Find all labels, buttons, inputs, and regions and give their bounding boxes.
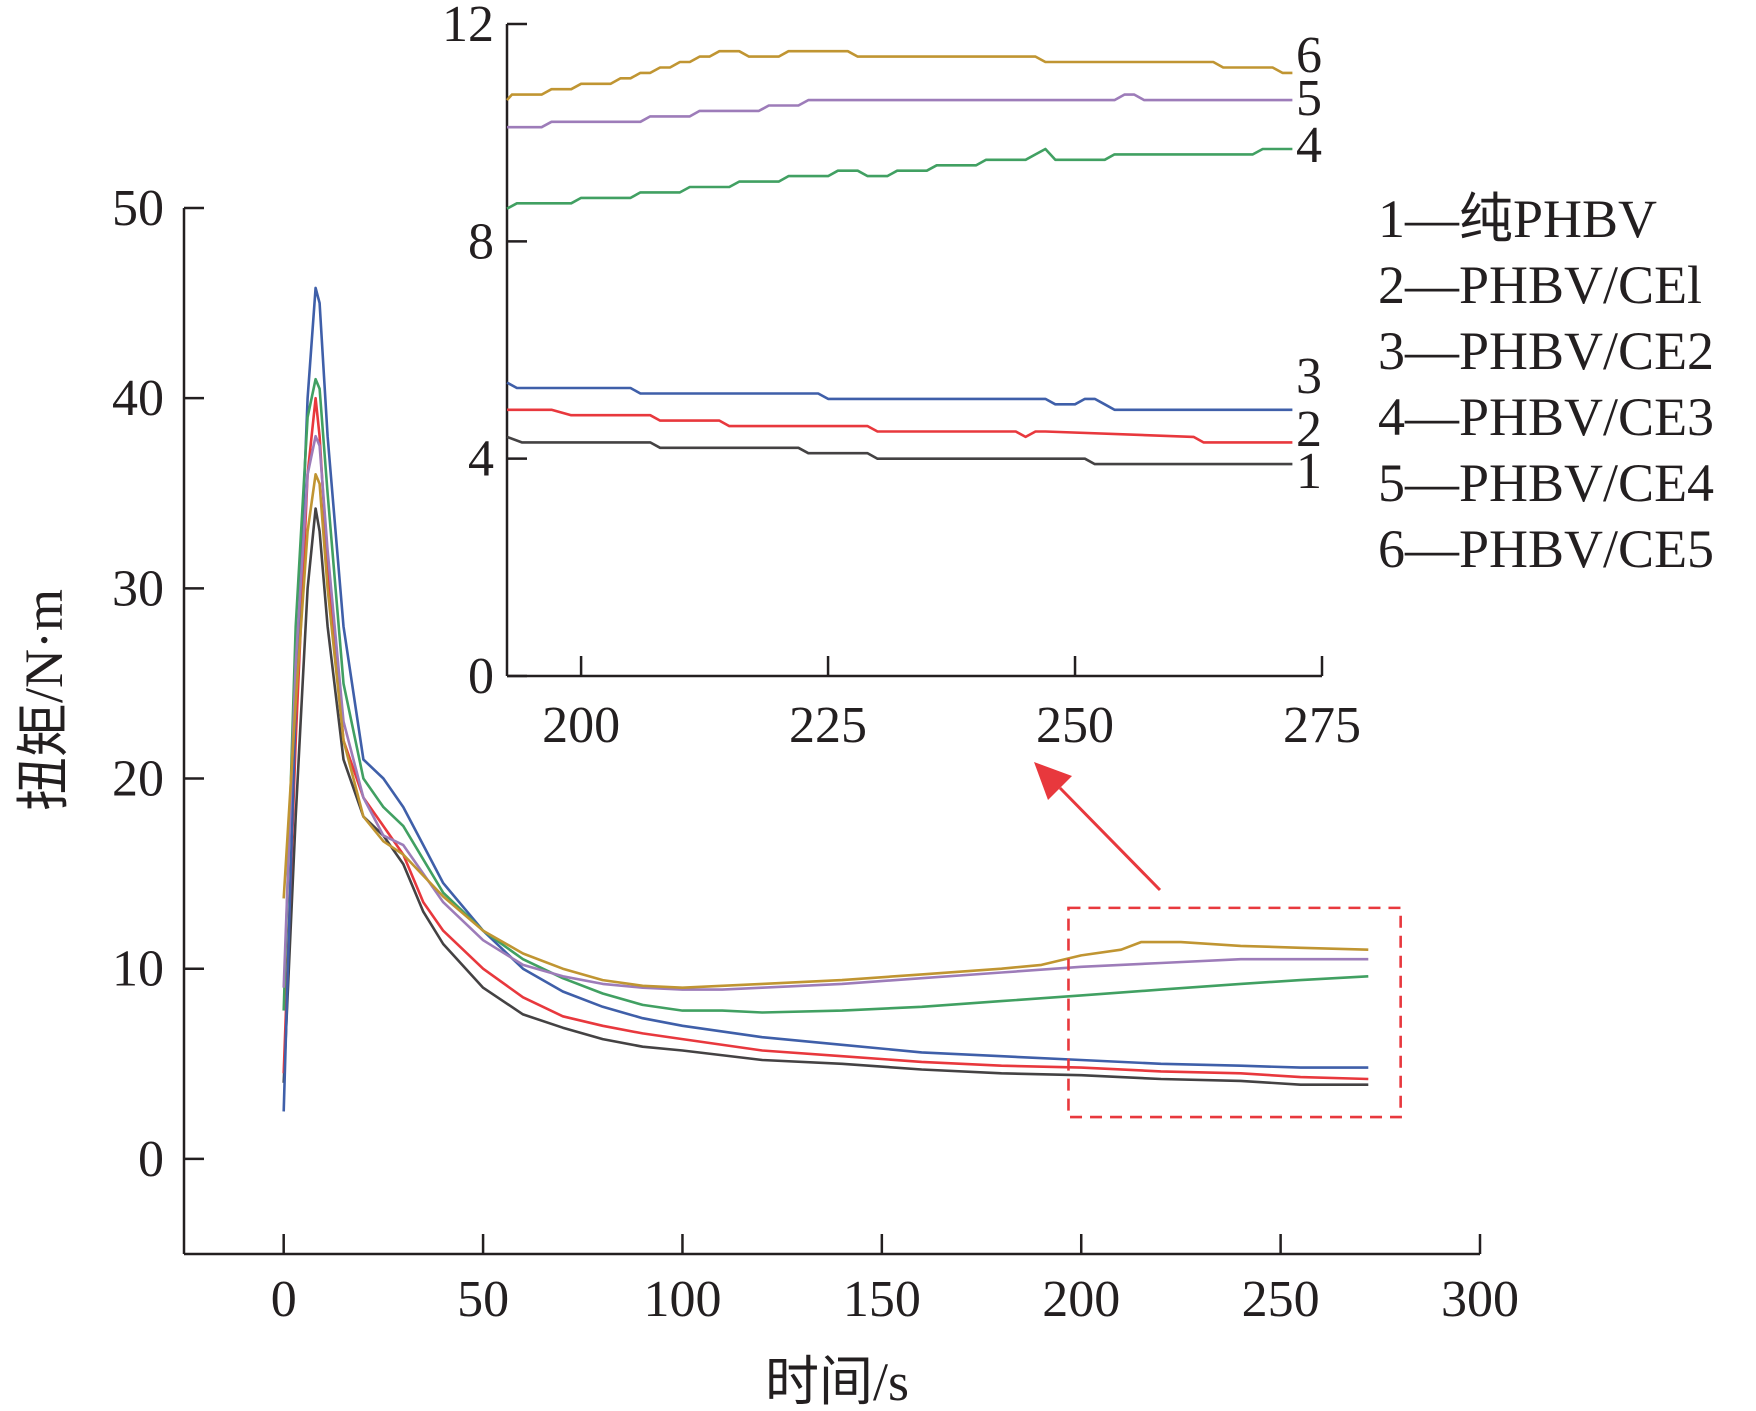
main-series-5-line <box>282 434 1369 991</box>
legend-entry-1: 1—纯PHBV <box>1378 189 1657 249</box>
main-series-3-line <box>282 286 1369 1112</box>
main-x-tick-label: 200 <box>1042 1271 1120 1328</box>
legend: 1—纯PHBV2—PHBV/CEl3—PHBV/CE24—PHBV/CE35—P… <box>1378 189 1714 579</box>
main-x-tick-label: 250 <box>1242 1271 1320 1328</box>
main-series-6-line <box>282 472 1369 990</box>
series-end-label-2: 2 <box>1296 401 1322 458</box>
main-x-tick-label: 300 <box>1441 1271 1519 1328</box>
main-x-tick-label: 0 <box>271 1271 297 1328</box>
legend-entry-4: 4—PHBV/CE3 <box>1378 387 1714 447</box>
inset-series-4-line <box>506 147 1293 210</box>
inset-y-tick-label: 4 <box>468 431 494 488</box>
inset-x-tick-label: 225 <box>789 697 867 754</box>
zoom-annotation <box>1034 762 1402 1119</box>
main-y-tick-label: 40 <box>112 370 164 427</box>
main-series-4-line <box>282 377 1369 1014</box>
legend-entry-3: 3—PHBV/CE2 <box>1378 321 1714 381</box>
inset-x-tick-label: 200 <box>542 697 620 754</box>
main-series-1-line <box>282 507 1369 1086</box>
main-y-tick-label: 30 <box>112 560 164 617</box>
legend-entry-5: 5—PHBV/CE4 <box>1378 453 1714 513</box>
series-end-label-6: 6 <box>1296 27 1322 84</box>
main-y-tick-label: 50 <box>112 180 164 237</box>
zoom-arrow-shaft <box>1058 786 1162 892</box>
inset-series-6-line <box>506 49 1293 101</box>
series-end-label-1: 1 <box>1296 443 1322 500</box>
series-end-label-4: 4 <box>1296 117 1322 174</box>
inset-y-tick-label: 12 <box>442 0 494 53</box>
inset-x-tick-label: 275 <box>1283 697 1361 754</box>
main-y-tick-label: 10 <box>112 941 164 998</box>
x-axis-title: 时间/s <box>765 1352 909 1411</box>
main-x-tick-label: 50 <box>457 1271 509 1328</box>
y-axis-title: 扭矩/N·m <box>14 589 74 811</box>
series-end-label-3: 3 <box>1296 348 1322 405</box>
inset-series-5-line <box>507 93 1293 129</box>
series-end-label-5: 5 <box>1296 70 1322 127</box>
main-y-tick-label: 0 <box>138 1131 164 1188</box>
main-x-tick-label: 100 <box>643 1271 721 1328</box>
zoom-region-box <box>1067 906 1402 1119</box>
main-y-tick-label: 20 <box>112 751 164 808</box>
inset-y-tick-label: 0 <box>468 648 494 705</box>
inset-x-tick-label: 250 <box>1036 697 1114 754</box>
main-x-tick-label: 150 <box>843 1271 921 1328</box>
legend-entry-2: 2—PHBV/CEl <box>1378 255 1702 315</box>
inset-y-tick-label: 8 <box>468 213 494 270</box>
inset-series-1-line <box>506 435 1293 466</box>
legend-entry-6: 6—PHBV/CE5 <box>1378 519 1714 579</box>
inset-series-2-line <box>507 408 1293 444</box>
zoom-arrow-head <box>1034 762 1072 800</box>
inset-series-3-line <box>506 381 1293 412</box>
